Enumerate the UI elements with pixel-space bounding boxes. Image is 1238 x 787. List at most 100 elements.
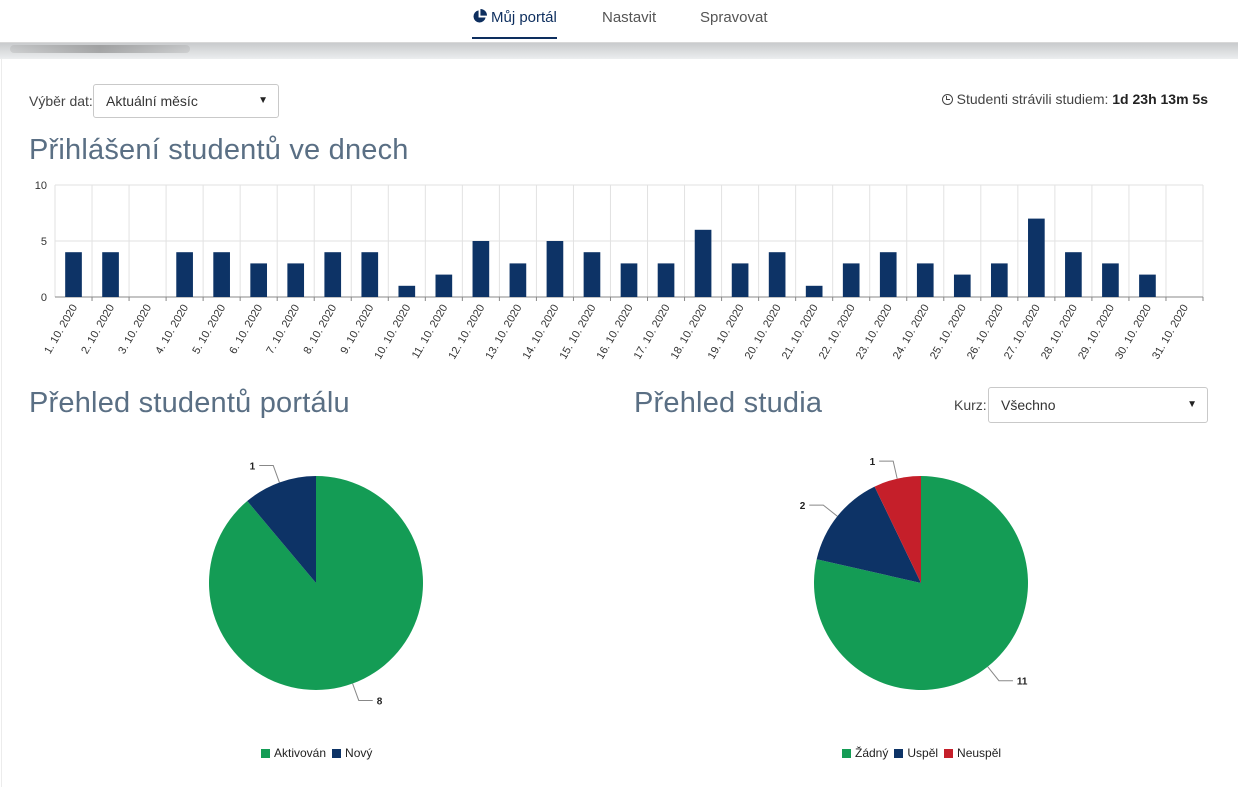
legend-label: Aktivován <box>274 746 327 760</box>
nav-settings[interactable]: Nastavit <box>602 9 656 37</box>
legend-swatch <box>842 749 851 758</box>
x-tick-label: 16. 10. 2020 <box>595 303 636 362</box>
legend-item[interactable]: Aktivován <box>255 746 326 760</box>
course-select-label: Kurz: <box>954 397 987 413</box>
x-tick-label: 21. 10. 2020 <box>780 303 821 362</box>
pie-value-label: 11 <box>1017 677 1028 688</box>
bar[interactable] <box>1139 274 1156 297</box>
dashboard-card <box>1 59 1238 787</box>
pie-chart-icon <box>473 9 487 23</box>
bar[interactable] <box>879 252 897 297</box>
bar[interactable] <box>435 274 453 297</box>
legend-label: Nový <box>345 746 373 760</box>
bar[interactable] <box>657 263 675 297</box>
bar[interactable] <box>176 252 193 297</box>
pie-value-label: 2 <box>800 501 806 512</box>
bar[interactable] <box>324 252 342 297</box>
legend-item[interactable]: Neuspěl <box>938 746 1001 760</box>
bar[interactable] <box>472 241 490 297</box>
pie-slice[interactable] <box>816 486 921 583</box>
bar[interactable] <box>65 252 82 297</box>
x-tick-label: 22. 10. 2020 <box>817 303 858 362</box>
bar[interactable] <box>361 252 379 297</box>
x-tick-label: 10. 10. 2020 <box>372 303 413 362</box>
x-tick-label: 19. 10. 2020 <box>706 303 747 362</box>
bar[interactable] <box>916 263 934 297</box>
bar[interactable] <box>842 263 860 297</box>
study-time-stat: Studenti strávili studiem: 1d 23h 13m 5s <box>941 91 1208 107</box>
x-tick-label: 11. 10. 2020 <box>410 303 451 361</box>
legend-item[interactable]: Nový <box>326 746 372 760</box>
bar[interactable] <box>213 252 230 297</box>
x-tick-label: 9. 10. 2020 <box>338 303 376 357</box>
logins-chart-title: Přihlášení studentů ve dnech <box>29 134 409 166</box>
bar[interactable] <box>398 285 416 297</box>
bar[interactable] <box>694 229 712 297</box>
legend-item[interactable]: Žádný <box>836 746 888 760</box>
x-tick-label: 12. 10. 2020 <box>446 303 487 362</box>
bar[interactable] <box>546 241 564 297</box>
x-tick-label: 30. 10. 2020 <box>1113 303 1154 362</box>
x-tick-label: 29. 10. 2020 <box>1076 303 1117 362</box>
pie-slice[interactable] <box>874 476 921 583</box>
x-tick-label: 5. 10. 2020 <box>190 303 228 357</box>
date-range-select[interactable]: Aktuální měsíc ▼ <box>93 84 279 118</box>
bar[interactable] <box>287 263 305 297</box>
legend-swatch <box>261 749 270 758</box>
legend-swatch <box>944 749 954 758</box>
x-tick-label: 20. 10. 2020 <box>743 303 784 362</box>
nav-settings-label: Nastavit <box>602 9 657 26</box>
bar[interactable] <box>768 252 786 297</box>
course-select[interactable]: Všechno ▼ <box>988 387 1208 423</box>
bar[interactable] <box>731 263 749 297</box>
x-tick-label: 3. 10. 2020 <box>116 303 154 357</box>
study-pie-legend: Žádný Uspěl Neuspěl <box>836 746 1001 760</box>
x-tick-label: 18. 10. 2020 <box>669 303 710 362</box>
students-pie-chart: 81 <box>209 462 423 707</box>
pie-value-label: 1 <box>870 457 876 468</box>
pie-callout-line <box>879 460 898 479</box>
bar[interactable] <box>620 263 638 297</box>
pie-value-label: 1 <box>250 462 256 473</box>
x-tick-label: 7. 10. 2020 <box>264 303 302 357</box>
bar[interactable] <box>1102 263 1119 297</box>
x-tick-label: 31. 10. 2020 <box>1150 303 1191 362</box>
logins-bar-chart: 0 5 10 1. 10. 2020 2. 10. 2020 3. 10. 2020 4. … <box>35 180 1204 362</box>
y-tick-label: 0 <box>41 292 47 304</box>
bar[interactable] <box>1028 218 1045 297</box>
legend-swatch <box>332 749 342 758</box>
bar[interactable] <box>1065 252 1082 297</box>
students-pie-legend: Aktivován Nový <box>255 746 372 760</box>
bar[interactable] <box>250 263 268 297</box>
bar[interactable] <box>102 252 119 297</box>
x-tick-label: 15. 10. 2020 <box>558 303 599 362</box>
pie-callout-line <box>987 666 1013 682</box>
chevron-down-icon: ▼ <box>1187 399 1197 410</box>
y-tick-label: 10 <box>35 180 47 192</box>
legend-item[interactable]: Uspěl <box>888 746 938 760</box>
pie-value-label: 8 <box>377 696 383 707</box>
pie-slice[interactable] <box>247 476 316 583</box>
x-tick-label: 17. 10. 2020 <box>632 303 673 362</box>
header-shadow <box>0 43 1238 59</box>
study-overview-title: Přehled studia <box>634 387 823 419</box>
bar[interactable] <box>509 263 527 297</box>
x-tick-label: 14. 10. 2020 <box>521 303 562 362</box>
nav-manage[interactable]: Spravovat <box>700 9 768 37</box>
bar[interactable] <box>805 285 823 297</box>
nav-my-portal[interactable]: Můj portál <box>472 9 557 39</box>
x-tick-label: 1. 10. 2020 <box>42 303 80 357</box>
legend-label: Uspěl <box>907 746 939 760</box>
nav-my-portal-label: Můj portál <box>491 9 557 26</box>
x-tick-label: 4. 10. 2020 <box>153 303 191 357</box>
legend-swatch <box>894 749 904 758</box>
pie-callout-line <box>809 504 838 517</box>
x-tick-label: 25. 10. 2020 <box>928 302 969 361</box>
x-tick-label: 13. 10. 2020 <box>484 303 525 362</box>
students-overview-title: Přehled studentů portálu <box>29 387 350 419</box>
bar[interactable] <box>990 263 1008 297</box>
date-range-value: Aktuální měsíc <box>106 93 198 109</box>
course-value: Všechno <box>1001 397 1056 413</box>
bar[interactable] <box>953 274 971 297</box>
bar[interactable] <box>583 252 601 297</box>
